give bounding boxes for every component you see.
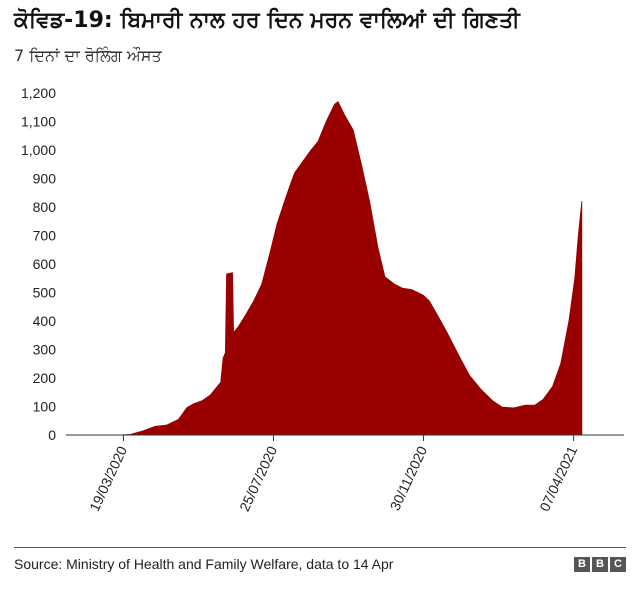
y-tick-label: 400 <box>33 313 57 329</box>
y-tick-label: 0 <box>48 427 56 443</box>
x-tick-label: 30/11/2020 <box>387 443 431 513</box>
y-tick-label: 1,200 <box>21 85 56 101</box>
y-tick-label: 600 <box>33 256 57 272</box>
footer-divider <box>14 547 626 548</box>
x-tick-label: 19/03/2020 <box>86 443 130 513</box>
source-note: Source: Ministry of Health and Family We… <box>14 556 394 572</box>
y-tick-label: 900 <box>33 171 57 187</box>
y-tick-label: 800 <box>33 199 57 215</box>
deaths-area-series <box>65 101 583 436</box>
bbc-logo-letter: B <box>592 557 608 572</box>
y-tick-label: 500 <box>33 285 57 301</box>
x-tick-label: 07/04/2021 <box>536 443 580 513</box>
y-tick-label: 1,000 <box>21 142 56 158</box>
y-tick-label: 200 <box>33 370 57 386</box>
bbc-logo: B B C <box>574 557 626 572</box>
bbc-logo-letter: B <box>574 557 590 572</box>
x-tick-label: 25/07/2020 <box>236 443 280 513</box>
chart-title: ਕੋਵਿਡ-19: ਬਿਮਾਰੀ ਨਾਲ ਹਰ ਦਿਨ ਮਰਨ ਵਾਲਿਆਂ ਦ… <box>14 8 520 33</box>
y-axis-tick-labels: 0 100 200 300 400 500 600 700 800 900 1,000 1,100 1,… <box>21 85 56 443</box>
deaths-area-chart: 0 100 200 300 400 500 600 700 800 900 1,000 1,100 1,… <box>21 85 624 514</box>
y-tick-label: 700 <box>33 228 57 244</box>
bbc-logo-letter: C <box>610 557 626 572</box>
chart-subtitle: 7 ਦਿਨਾਂ ਦਾ ਰੋਲਿੰਗ ਔਸਤ <box>14 46 162 65</box>
y-tick-label: 300 <box>33 342 57 358</box>
y-tick-label: 100 <box>33 399 57 415</box>
y-tick-label: 1,100 <box>21 114 56 130</box>
x-axis-tick-labels: 19/03/2020 25/07/2020 30/11/2020 07/04/2021 <box>86 435 580 514</box>
